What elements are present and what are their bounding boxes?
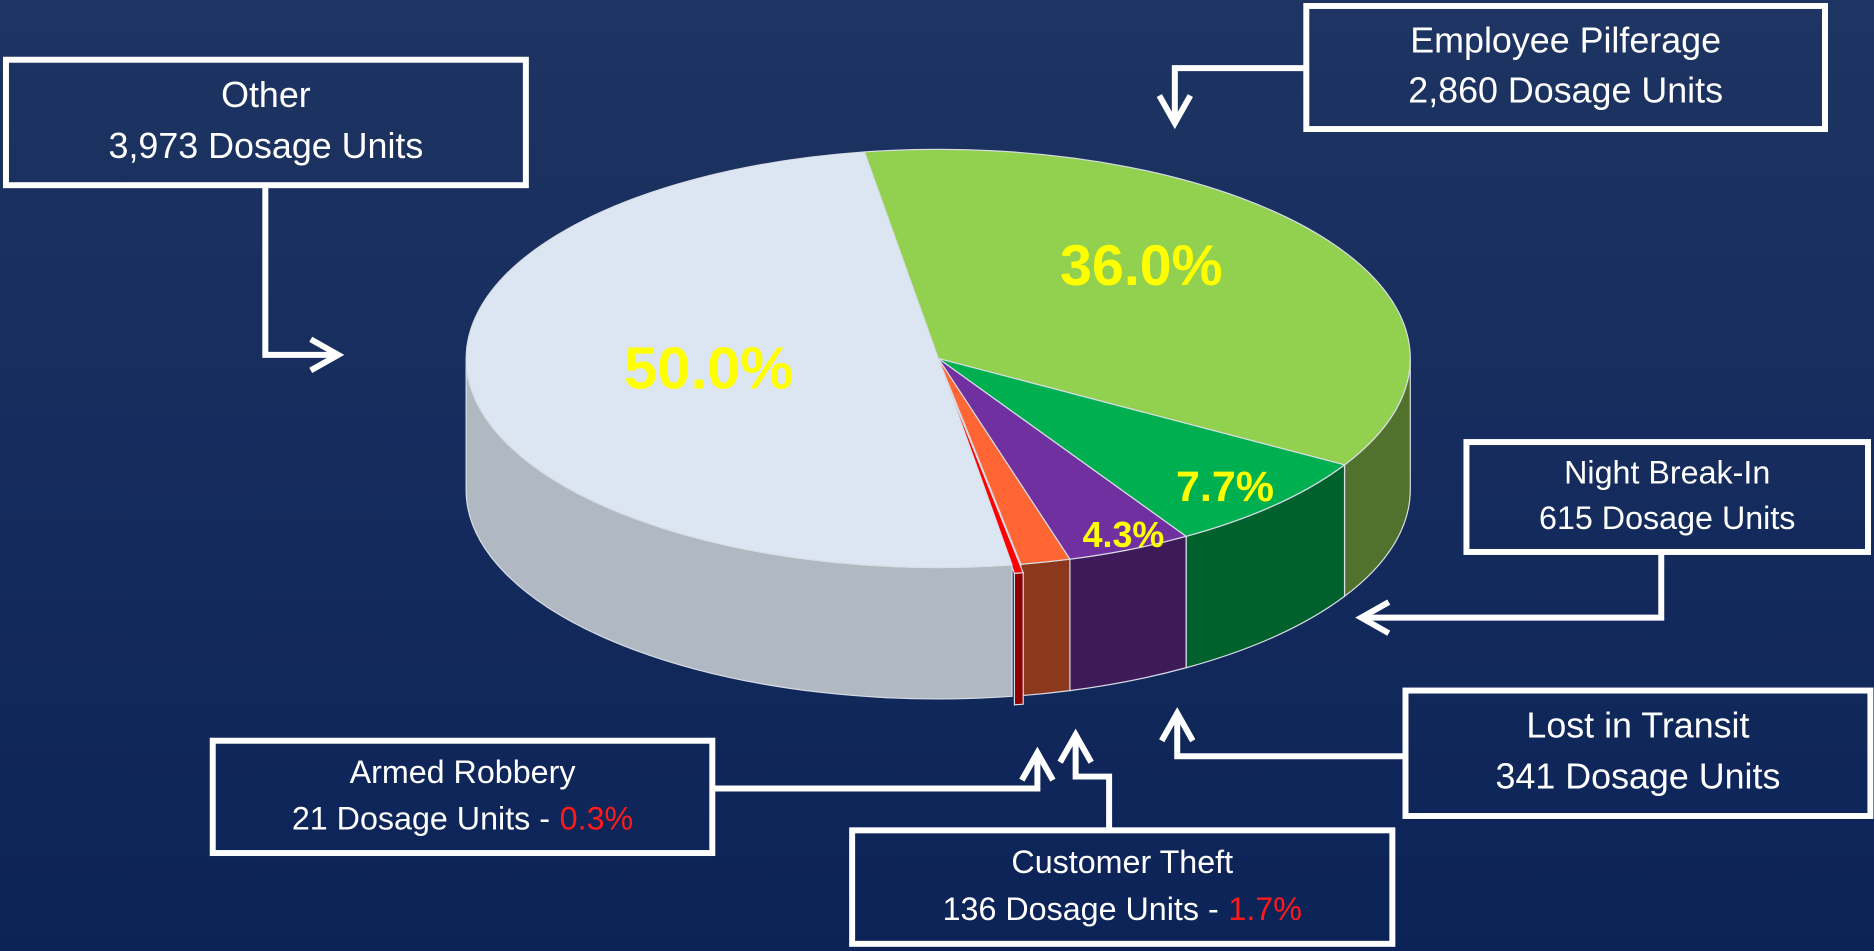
arrow [712, 756, 1041, 792]
callout-category: Other [221, 75, 311, 115]
callout-category: Night Break-In [1564, 455, 1770, 491]
callout-box [849, 827, 1396, 947]
units-label: 341 Dosage Units [1496, 757, 1781, 797]
callout-units: 341 Dosage Units [1496, 757, 1781, 797]
arrow [1171, 65, 1307, 120]
arrow-head [1156, 94, 1193, 130]
percent-label: 4.3% [1083, 515, 1165, 555]
percent-label: 50.0% [624, 335, 793, 402]
slice-side [1069, 535, 1187, 692]
slice [466, 151, 1013, 569]
callout-units: 21 Dosage Units - 0.3% [292, 800, 633, 836]
slice-side [1013, 572, 1024, 706]
arrow [1072, 738, 1113, 831]
arrow [262, 185, 335, 358]
slice [937, 357, 1346, 537]
callout-category: Employee Pilferage [1410, 20, 1721, 60]
callout-category: Customer Theft [1011, 844, 1233, 880]
callout-units: 136 Dosage Units -1.7% [943, 890, 1302, 926]
callout-category: Armed Robbery [350, 754, 577, 790]
units-label: 136 Dosage Units - [943, 890, 1219, 926]
units-label: 615 Dosage Units [1539, 500, 1795, 536]
percent-label: 7.7% [1176, 463, 1274, 511]
arrow-head [309, 336, 345, 373]
arrow [1174, 716, 1406, 760]
arrow-head [1355, 599, 1391, 636]
callout-units: 3,973 Dosage Units [109, 126, 424, 166]
callout-box [1303, 2, 1828, 133]
units-label: 3,973 Dosage Units [109, 126, 424, 166]
callout-box [209, 737, 716, 857]
percent-label: 36.0% [1060, 234, 1223, 298]
callout-units: 2,860 Dosage Units [1408, 71, 1723, 111]
units-label: 21 Dosage Units - [292, 800, 550, 836]
arrow-head [1057, 728, 1094, 764]
arrow [1364, 551, 1665, 621]
callout-units: 615 Dosage Units [1539, 500, 1795, 536]
callout-box [1402, 687, 1874, 819]
callout-category: Lost in Transit [1526, 706, 1749, 746]
units-label: 2,860 Dosage Units [1408, 71, 1723, 111]
callout-box [1463, 439, 1872, 555]
percent-label: 0.3% [560, 800, 634, 836]
slice-side [1020, 558, 1071, 697]
slice [940, 366, 1025, 575]
percent-label: 1.7% [1228, 890, 1302, 926]
pie: 36.0% 7.7% 4.3% 50.0% [465, 148, 1411, 706]
slice [863, 148, 1411, 466]
callout-box [2, 56, 529, 189]
slice [937, 358, 1071, 565]
arrow-head [1019, 746, 1056, 782]
arrow-head [1159, 707, 1196, 743]
